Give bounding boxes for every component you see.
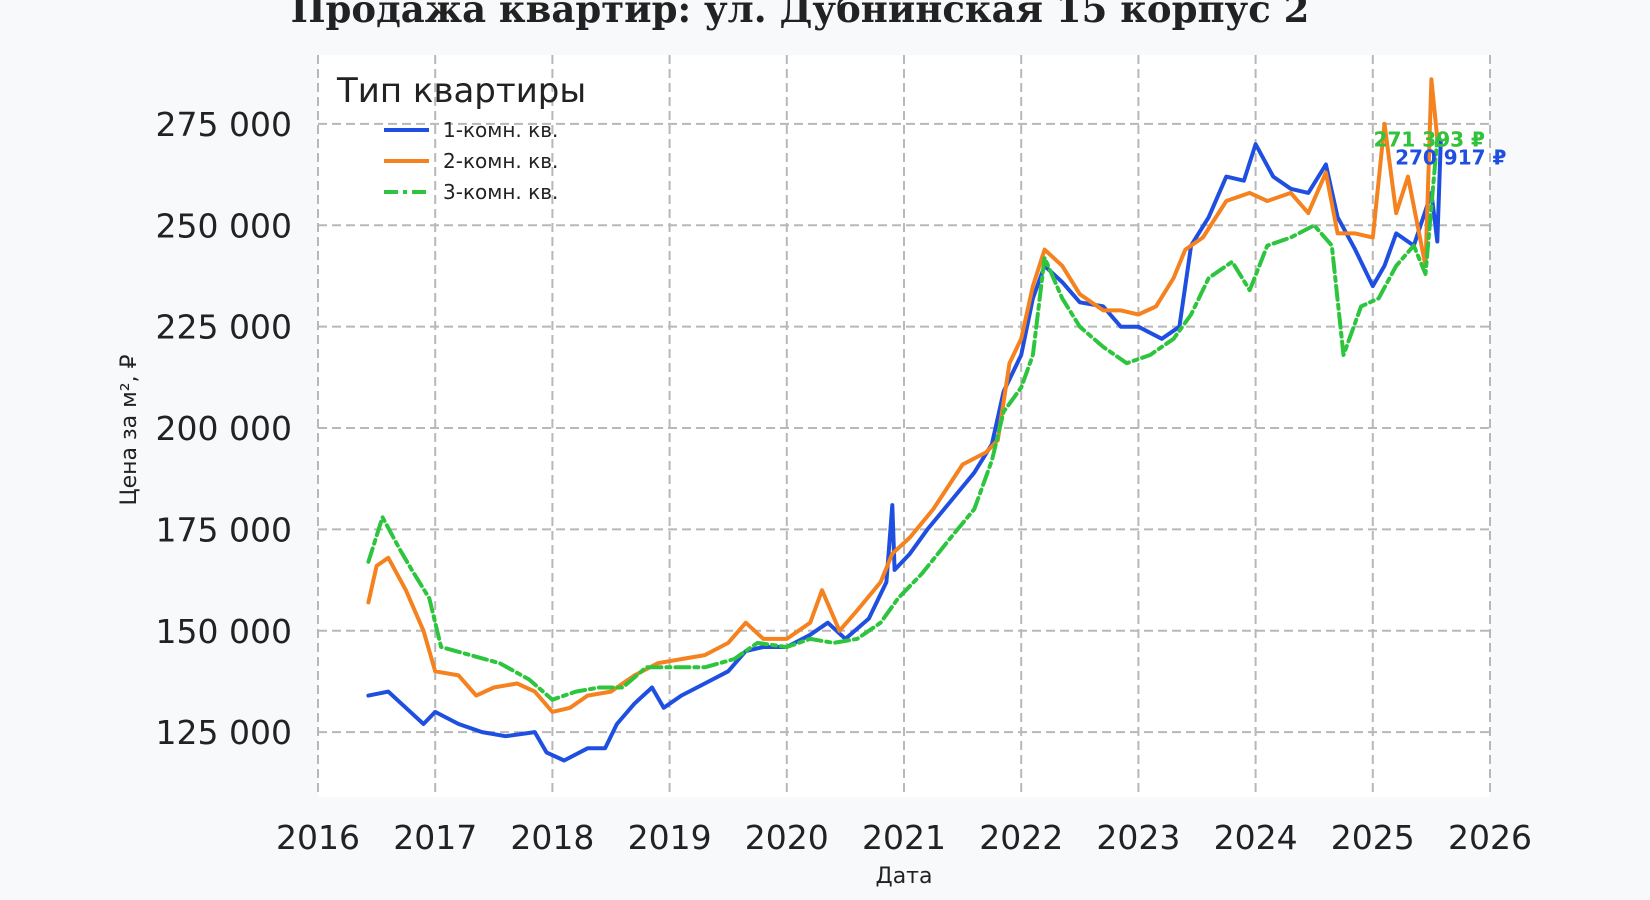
x-tick-label: 2019 [628, 818, 712, 857]
y-tick-label: 225 000 [156, 308, 292, 347]
legend-label: 2-комн. кв. [443, 149, 558, 173]
x-tick-label: 2017 [393, 818, 477, 857]
y-tick-label: 275 000 [156, 105, 292, 144]
series-line [366, 77, 1440, 714]
x-axis-ticks: 2016 2017 2018 2019 2020 2021 2022 2023 2024 2025… [276, 818, 1532, 857]
series-line [366, 138, 1443, 763]
y-tick-label: 150 000 [156, 612, 292, 651]
y-tick-label: 175 000 [156, 510, 292, 549]
series-lines [366, 77, 1443, 763]
x-tick-label: 2022 [979, 818, 1063, 857]
x-tick-label: 2020 [745, 818, 829, 857]
end-value-label: 271 393 ₽ [1374, 128, 1485, 152]
x-tick-label: 2026 [1448, 818, 1532, 857]
x-tick-label: 2023 [1096, 818, 1180, 857]
series-line [366, 136, 1440, 702]
y-axis-ticks: 125 000 150 000 175 000 200 000 225 000 250 0… [156, 105, 292, 752]
chart-title: Продажа квартир: ул. Дубнинская 15 корпу… [291, 0, 1310, 31]
x-axis-label: Дата [876, 864, 933, 889]
y-axis-label: Цена за м², ₽ [117, 354, 142, 505]
x-tick-label: 2018 [510, 818, 594, 857]
x-tick-label: 2025 [1331, 818, 1415, 857]
x-tick-label: 2016 [276, 818, 360, 857]
y-tick-label: 200 000 [156, 409, 292, 448]
end-value-label: 271 393 ₽ [1374, 128, 1485, 152]
grid [317, 55, 1491, 797]
end-value-label: 270 917 ₽ [1395, 145, 1506, 169]
x-tick-label: 2024 [1214, 818, 1298, 857]
legend-title: Тип квартиры [336, 71, 586, 111]
legend-label: 1-комн. кв. [443, 118, 558, 142]
y-tick-label: 250 000 [156, 206, 292, 245]
end-labels: 270 917 ₽271 393 ₽271 393 ₽ [1374, 128, 1507, 170]
legend-entries: 1-комн. кв. 2-комн. кв. 3-комн. кв. [384, 118, 558, 204]
legend-label: 3-комн. кв. [443, 180, 558, 204]
x-tick-label: 2021 [862, 818, 946, 857]
legend: Тип квартиры 1-комн. кв. 2-комн. кв. 3-ком… [336, 71, 586, 204]
y-tick-label: 125 000 [156, 713, 292, 752]
